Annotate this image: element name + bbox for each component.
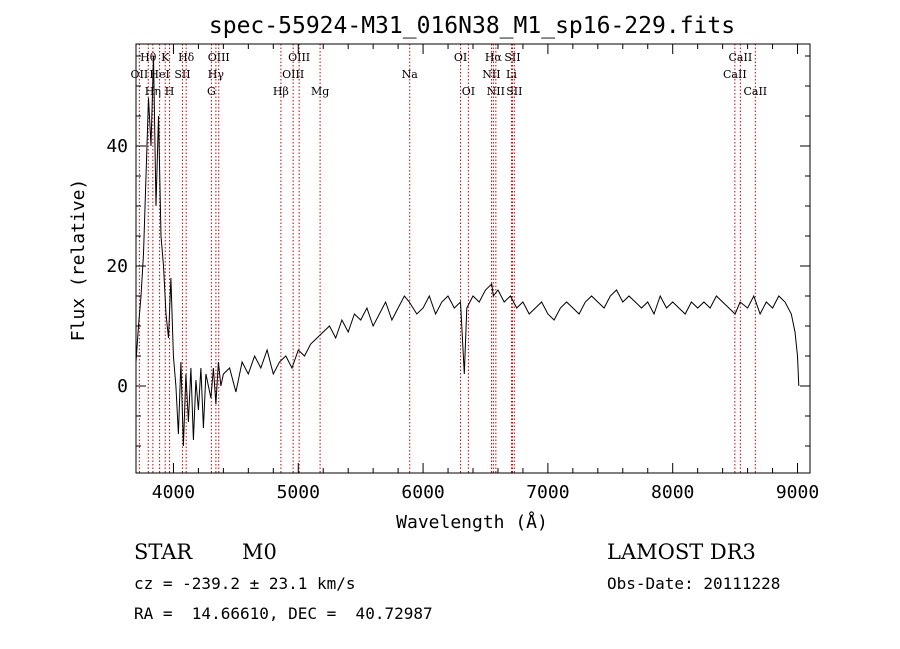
line-label-12: OIII [282, 68, 304, 81]
object-class: STAR [134, 540, 193, 564]
redshift-readout: cz = -239.2 ± 23.1 km/s [134, 574, 356, 593]
line-label-17: OI [462, 85, 475, 98]
spectral-line-markers [138, 44, 756, 473]
survey-name: LAMOST DR3 [607, 540, 756, 564]
line-label-18: NII [482, 68, 500, 81]
line-label-3: K [161, 51, 170, 64]
line-label-20: NII [487, 85, 505, 98]
line-label-13: OIII [288, 51, 310, 64]
x-axis-label: Wavelength (Å) [396, 511, 548, 533]
line-label-9: Hγ [208, 68, 225, 81]
line-label-6: SII [174, 68, 190, 81]
line-label-7: Hδ [178, 51, 195, 64]
y-axis-label: Flux (relative) [68, 179, 89, 342]
spectral-line-labels: OIIHθHηKHeIHSIIHδGHγOIIIHβOIIIOIIIMgNaOI… [131, 51, 768, 98]
coordinates-readout: RA = 14.66610, DEC = 40.72987 [134, 604, 433, 623]
line-label-0: OII [131, 68, 149, 81]
y-tick-label: 0 [117, 376, 128, 397]
x-tick-label: 8000 [651, 482, 694, 503]
line-label-16: OI [454, 51, 467, 64]
line-label-5: H [165, 85, 175, 98]
line-label-21: Li [506, 68, 517, 81]
x-tick-label: 9000 [776, 482, 819, 503]
line-label-19: Hα [485, 51, 503, 64]
line-label-4: HeI [149, 68, 169, 81]
line-label-25: CaII [729, 51, 753, 64]
chart-title: spec-55924-M31_016N38_M1_sp16-229.fits [209, 13, 735, 39]
line-label-11: Hβ [273, 85, 289, 98]
y-tick-label: 20 [106, 256, 128, 277]
spectrum-series-line [135, 55, 800, 447]
x-axis-ticks: 4000 5000 6000 7000 8000 9000 [152, 44, 819, 503]
x-tick-label: 5000 [277, 482, 320, 503]
line-label-23: SII [506, 85, 522, 98]
line-label-10: OIII [208, 51, 230, 64]
y-tick-label: 40 [106, 136, 128, 157]
line-label-15: Na [402, 68, 419, 81]
line-label-22: SII [504, 51, 520, 64]
observation-date: Obs-Date: 20111228 [607, 574, 781, 593]
object-subclass: M0 [242, 540, 277, 564]
line-label-24: CaII [723, 68, 747, 81]
line-label-14: Mg [311, 85, 329, 98]
x-tick-label: 6000 [401, 482, 444, 503]
x-tick-label: 4000 [152, 482, 195, 503]
x-tick-label: 7000 [526, 482, 569, 503]
line-label-26: CaII [743, 85, 767, 98]
y-axis-ticks: 0 20 40 [106, 55, 810, 447]
line-label-8: G [207, 85, 216, 98]
line-label-1: Hθ [140, 51, 157, 64]
plot-frame [135, 43, 811, 474]
